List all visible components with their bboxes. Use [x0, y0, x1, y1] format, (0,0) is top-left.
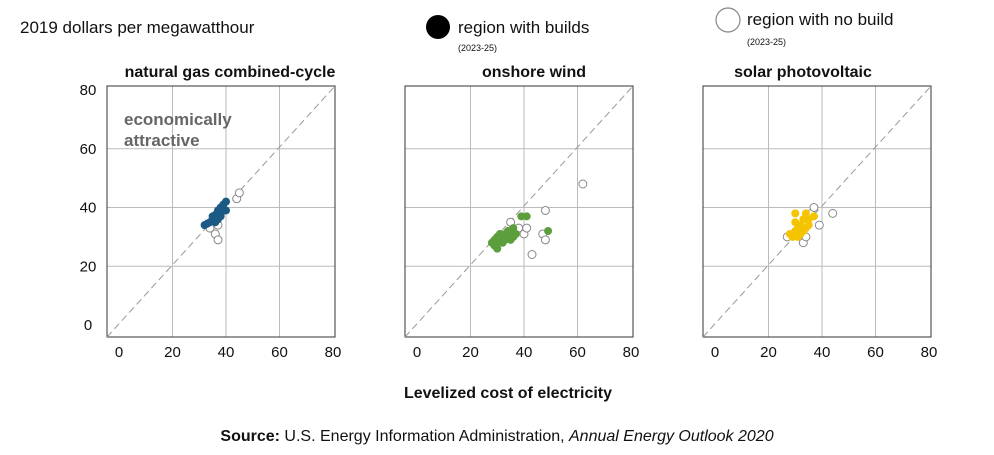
panel-title: onshore wind — [482, 64, 586, 81]
point-build — [511, 229, 520, 238]
point-no-build — [814, 220, 824, 230]
x-tick-label: 80 — [921, 344, 938, 361]
legend-sub-no-build: (2023-25) — [747, 37, 786, 47]
x-tick-label: 0 — [711, 344, 719, 361]
point-build — [791, 218, 800, 227]
y-tick-label: 80 — [80, 82, 97, 99]
point-build — [522, 212, 531, 221]
panel-title: solar photovoltaic — [734, 64, 872, 81]
x-tick-label: 40 — [516, 344, 533, 361]
y-tick-label: 40 — [80, 200, 97, 217]
x-tick-label: 60 — [867, 344, 884, 361]
legend: region with builds (2023-25) region with… — [426, 7, 893, 53]
x-tick-label: 60 — [271, 344, 288, 361]
x-tick-label: 40 — [814, 344, 831, 361]
panel-title: natural gas combined-cycle — [125, 64, 336, 81]
point-no-build — [809, 203, 819, 212]
source-note: Source: U.S. Energy Information Administ… — [0, 428, 994, 446]
y-tick-label: 0 — [84, 317, 92, 334]
x-tick-label: 40 — [218, 344, 235, 361]
point-no-build — [578, 179, 588, 189]
reference-line — [404, 85, 634, 338]
x-tick-label: 0 — [115, 344, 123, 361]
plot-frame — [404, 85, 634, 338]
panel-gas: natural gas combined-cycle 0 20 40 60 80 0 20 40… — [80, 64, 342, 361]
x-tick-label: 80 — [325, 344, 342, 361]
point-no-build — [828, 208, 838, 218]
legend-label-no-build: region with no build — [747, 10, 893, 29]
point-build — [796, 229, 805, 238]
x-tick-label: 0 — [413, 344, 421, 361]
source-title: Annual Energy Outlook 2020 — [569, 428, 774, 445]
source-text: U.S. Energy Information Administration, — [279, 428, 569, 445]
point-build — [804, 221, 813, 230]
point-no-build — [527, 250, 537, 259]
point-build — [216, 209, 225, 218]
point-build — [809, 212, 818, 221]
x-tick-label: 80 — [623, 344, 640, 361]
panel-wind: onshore wind 0 20 40 60 80 — [404, 64, 640, 361]
point-no-build — [540, 205, 550, 215]
point-build — [498, 235, 507, 244]
point-build — [791, 209, 800, 218]
annotation-line: economically — [124, 110, 232, 129]
plot-frame — [702, 85, 932, 338]
plot-frame — [106, 85, 336, 338]
point-no-build — [522, 223, 532, 233]
point-build — [211, 218, 220, 227]
point-build — [801, 209, 810, 218]
chart-panels: natural gas combined-cycle 0 20 40 60 80 0 20 40… — [80, 64, 938, 361]
point-build — [493, 244, 502, 253]
legend-marker-builds — [426, 15, 450, 39]
x-tick-label: 20 — [760, 344, 777, 361]
x-tick-label: 20 — [462, 344, 479, 361]
legend-label-builds: region with builds — [458, 18, 589, 37]
point-no-build — [234, 188, 244, 198]
annotation-line: attractive — [124, 131, 200, 150]
legend-sub-builds: (2023-25) — [458, 43, 497, 53]
y-tick-label: 60 — [80, 141, 97, 158]
x-axis-label: Levelized cost of electricity — [404, 385, 612, 402]
reference-line — [702, 85, 932, 338]
legend-marker-no-build — [715, 7, 741, 33]
x-tick-label: 20 — [164, 344, 181, 361]
y-tick-label: 20 — [80, 258, 97, 275]
source-prefix: Source: — [220, 428, 280, 445]
point-no-build — [540, 235, 550, 245]
panel-solar: solar photovoltaic 0 20 40 60 80 — [702, 64, 938, 361]
x-tick-label: 60 — [569, 344, 586, 361]
point-build — [222, 197, 230, 206]
point-no-build — [213, 235, 223, 245]
y-unit-label: 2019 dollars per megawatthour — [20, 18, 255, 37]
point-build — [544, 227, 553, 235]
